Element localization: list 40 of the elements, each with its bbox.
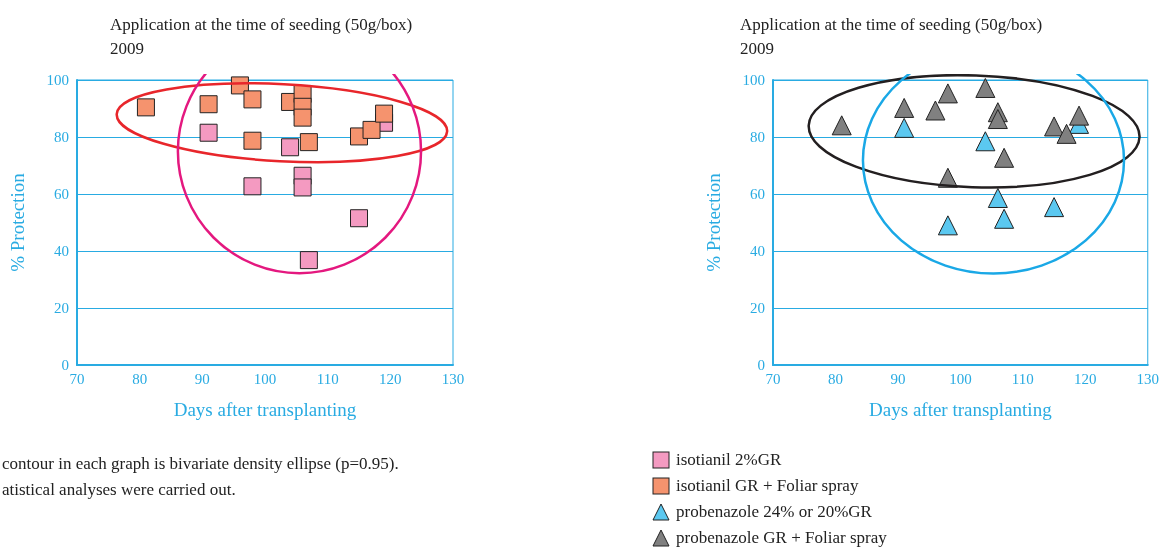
x-tick-label: 70 — [765, 370, 781, 387]
y-tick-label: 80 — [54, 129, 69, 145]
y-tick-label: 100 — [46, 72, 69, 88]
legend-label: probenazole GR + Foliar spray — [676, 527, 887, 548]
x-tick-label: 110 — [1011, 370, 1034, 387]
x-tick-label: 120 — [379, 370, 402, 387]
x-tick-label: 120 — [1074, 370, 1097, 387]
y-tick-label: 20 — [54, 300, 69, 316]
x-tick-label: 70 — [69, 370, 85, 387]
x-tick-label: 90 — [194, 370, 210, 387]
chart-subtitle: 2009 — [740, 38, 774, 58]
x-tick-label: 80 — [132, 370, 148, 387]
y-tick-label: 60 — [750, 186, 765, 202]
text: atistical analyses were carried out. — [2, 479, 236, 499]
y-tick-label: 0 — [757, 357, 765, 373]
y-axis-title: % Protection — [7, 172, 28, 272]
y-tick-label: 60 — [54, 186, 69, 202]
y-axis-title: % Protection — [703, 172, 724, 272]
chart-title: Application at the time of seeding (50g/box) — [740, 14, 1043, 34]
y-tick-label: 40 — [54, 243, 69, 259]
chart-title: Application at the time of seeding (50g/box) — [110, 14, 413, 34]
x-tick-label: 110 — [316, 370, 339, 387]
legend-label: probenazole 24% or 20%GR — [676, 501, 872, 523]
x-axis-title: Days after transplanting — [869, 399, 1053, 420]
y-tick-label: 80 — [750, 129, 765, 145]
x-tick-label: 130 — [1136, 370, 1159, 387]
chart-subtitle: 2009 — [110, 38, 144, 58]
x-tick-label: 130 — [441, 370, 465, 387]
y-tick-label: 40 — [750, 243, 765, 259]
text: contour in each graph is bivariate density ellipse (p=0.95). — [2, 453, 399, 473]
x-tick-label: 100 — [253, 370, 277, 387]
x-tick-label: 90 — [890, 370, 906, 387]
x-tick-label: 100 — [949, 370, 972, 387]
x-axis-title: Days after transplanting — [173, 399, 357, 420]
y-tick-label: 0 — [61, 357, 69, 373]
y-tick-label: 20 — [750, 300, 765, 316]
y-tick-label: 100 — [742, 72, 765, 88]
x-tick-label: 80 — [827, 370, 843, 387]
text: isotianil 2%GR — [676, 450, 782, 469]
text: isotianil GR + Foliar spray — [676, 476, 859, 495]
